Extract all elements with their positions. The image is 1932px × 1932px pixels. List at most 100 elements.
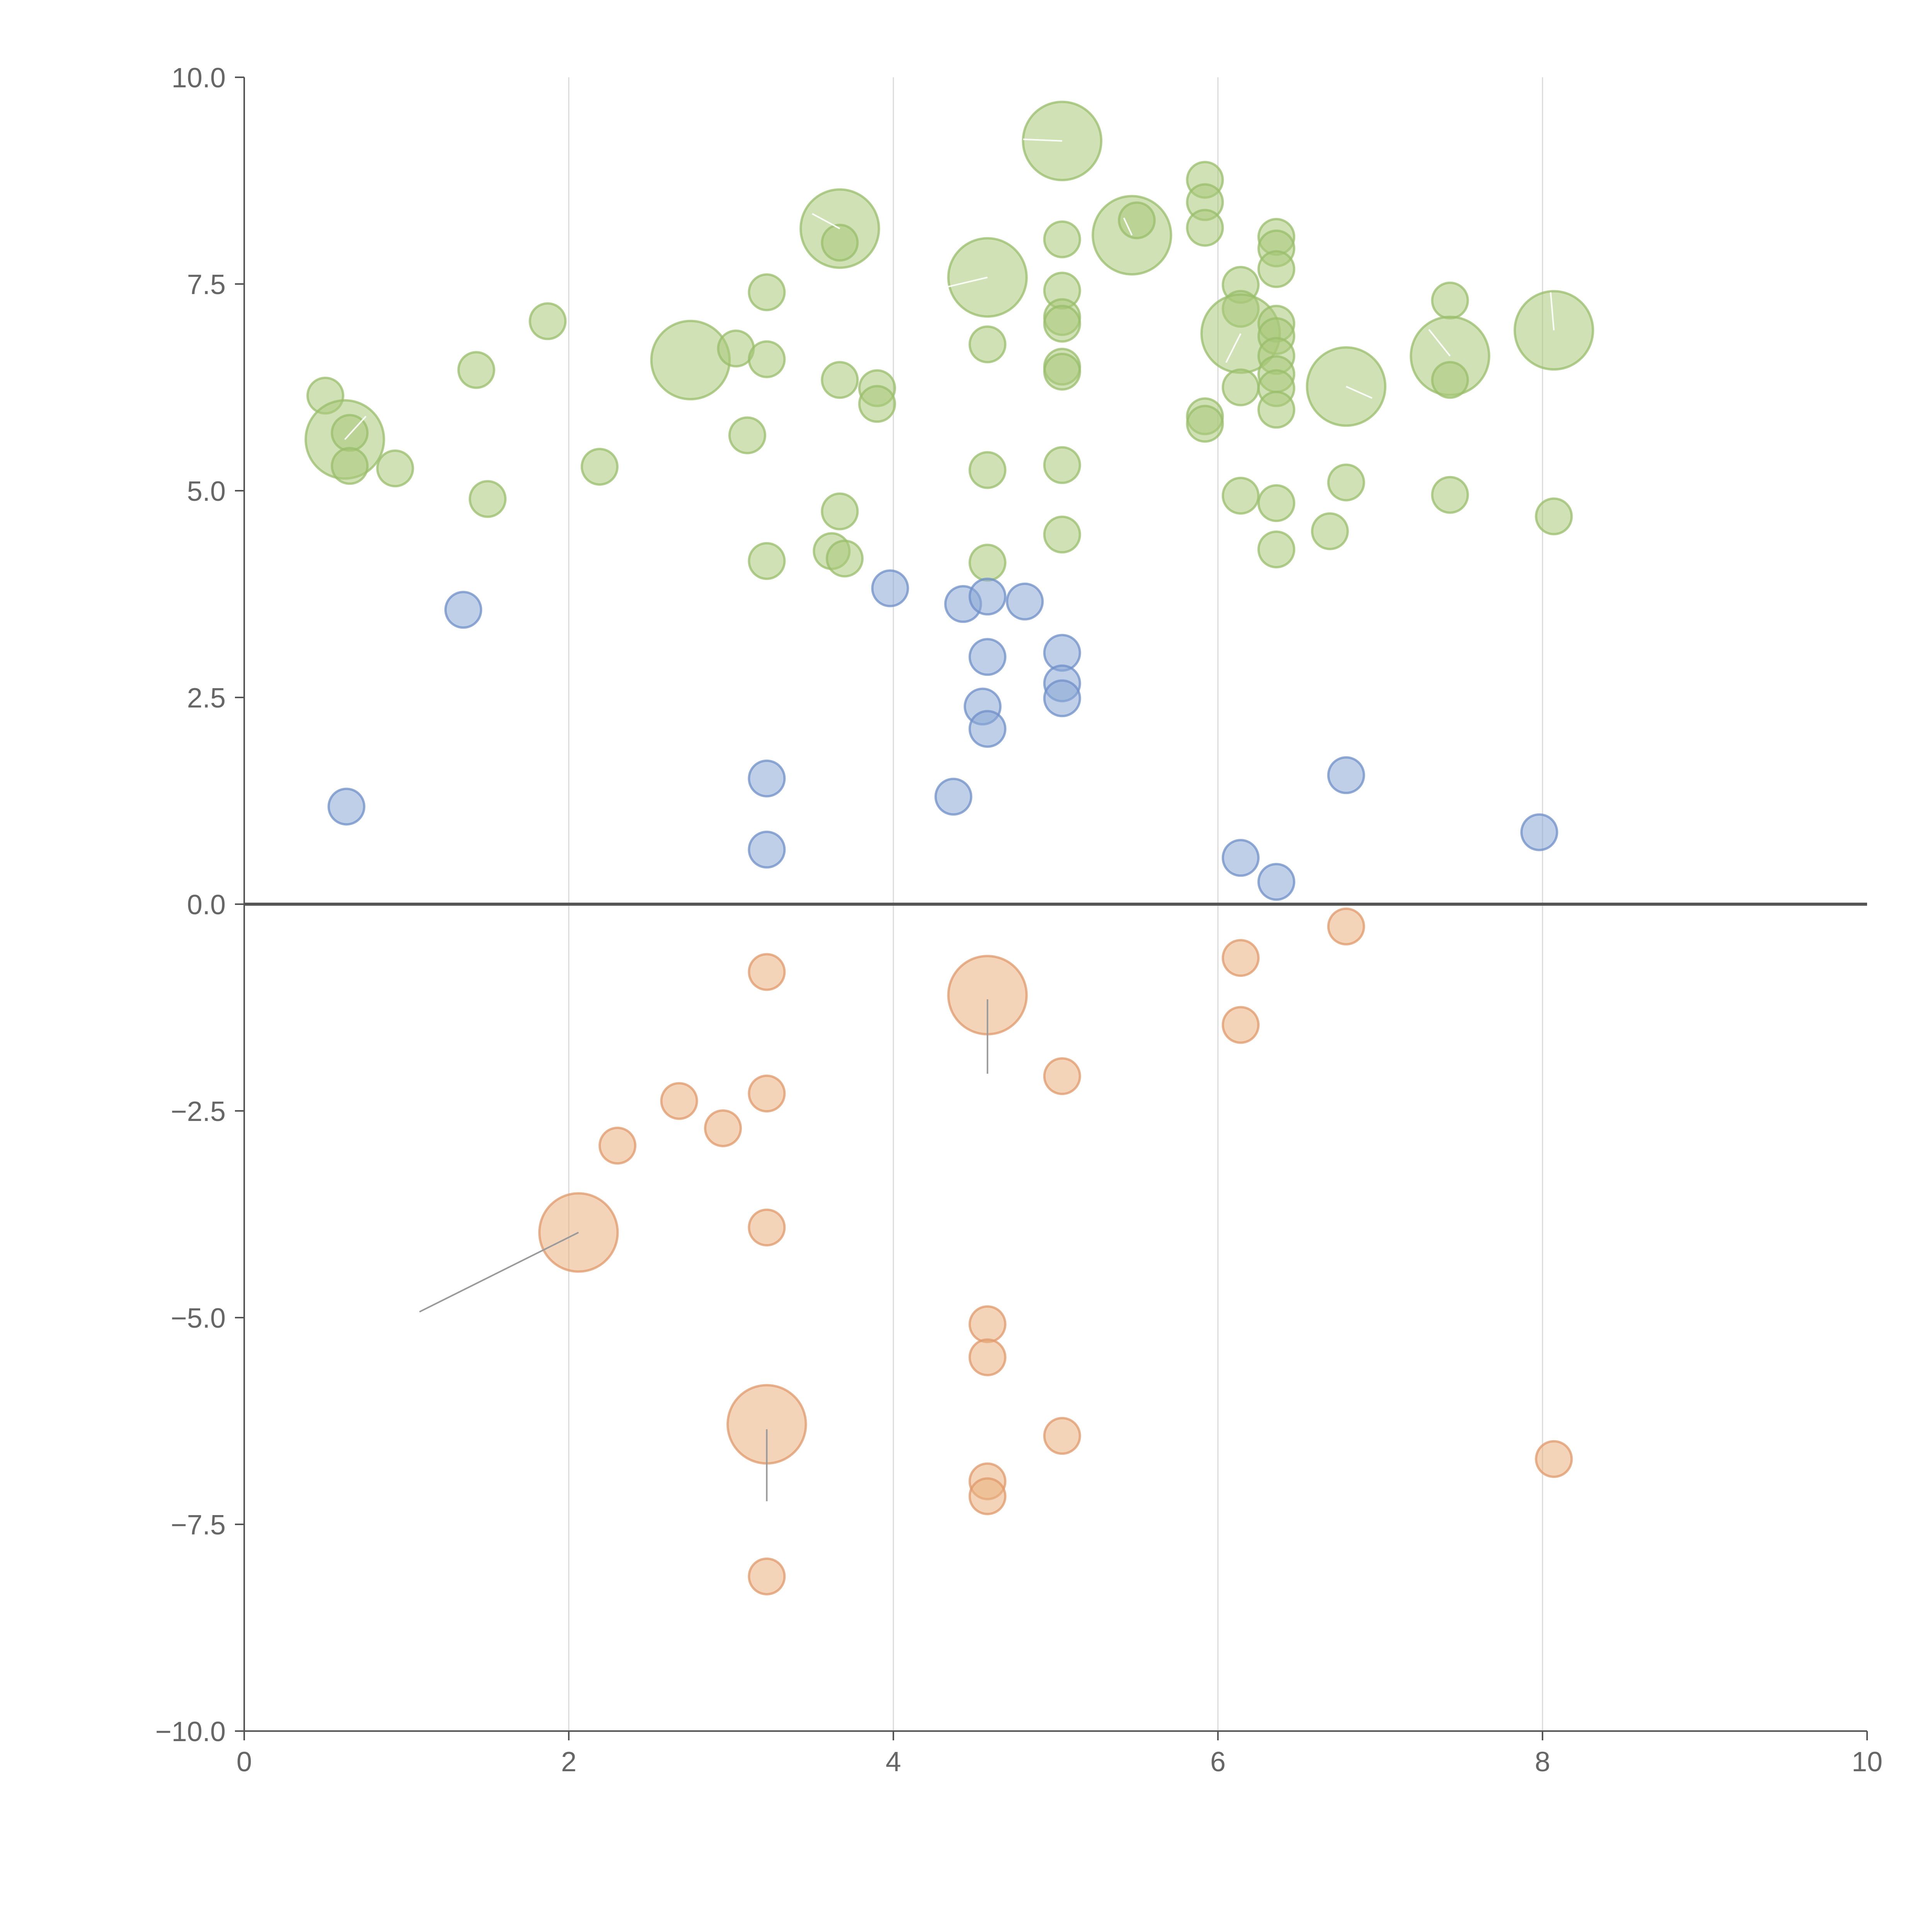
- green-data-point: [748, 273, 786, 311]
- green-data-point: [1257, 530, 1296, 568]
- green-data-point: [1431, 281, 1469, 320]
- green-data-point: [529, 302, 567, 340]
- x-tick-label: 0: [236, 1747, 252, 1777]
- green-data-point: [1431, 476, 1469, 514]
- green-data-point: [1257, 484, 1296, 522]
- orange-data-point: [748, 1557, 786, 1595]
- green-data-point: [748, 340, 786, 378]
- orange-data-point: [1043, 1057, 1081, 1095]
- green-data-point: [1043, 304, 1081, 343]
- x-tick-label: 4: [886, 1747, 901, 1777]
- green-data-point: [1257, 250, 1296, 288]
- data-points: [304, 100, 1594, 1595]
- green-data-point: [650, 320, 731, 401]
- annotation-leader-line: [942, 276, 988, 289]
- x-tick-label: 2: [561, 1747, 577, 1777]
- orange-data-point: [748, 1075, 786, 1113]
- green-data-point: [1186, 405, 1224, 443]
- green-data-point: [1257, 391, 1296, 429]
- green-data-point: [1327, 463, 1365, 502]
- green-data-point: [1431, 361, 1469, 399]
- orange-data-point: [748, 1208, 786, 1247]
- green-data-point: [968, 451, 1007, 489]
- blue-data-point: [1327, 756, 1365, 794]
- y-tick-label: −2.5: [171, 1096, 226, 1127]
- tick-labels: 0 2 4 6 8 10 10.0 7.5 5.0 2.5 0.0 −2.5 −5.0 −7.5 −10.0: [155, 63, 1883, 1777]
- orange-data-point: [968, 1338, 1007, 1376]
- blue-data-point: [1006, 582, 1044, 621]
- green-data-point: [826, 539, 864, 578]
- x-tick-label: 6: [1210, 1747, 1226, 1777]
- blue-data-point: [968, 577, 1007, 616]
- blue-data-point: [1221, 839, 1260, 877]
- series-blue: [327, 569, 1558, 901]
- green-data-point: [728, 416, 766, 454]
- y-tick-label: 0.0: [187, 889, 226, 920]
- green-data-point: [968, 325, 1007, 364]
- leader-lines: [344, 138, 1555, 1502]
- green-data-point: [1311, 512, 1349, 550]
- annotation-leader-line: [344, 416, 367, 440]
- green-data-point: [1118, 201, 1156, 240]
- green-data-point: [457, 351, 495, 389]
- y-tick-label: −5.0: [171, 1303, 226, 1334]
- annotation-leader-line: [1023, 138, 1062, 142]
- annotation-leader-line: [1550, 292, 1555, 331]
- blue-data-point: [871, 569, 909, 607]
- orange-data-point: [599, 1126, 636, 1165]
- y-tick-label: −10.0: [155, 1716, 226, 1747]
- annotation-leader-line: [1345, 386, 1372, 399]
- annotation-leader-line: [1428, 329, 1451, 357]
- blue-data-point: [1520, 813, 1558, 851]
- blue-data-point: [968, 638, 1007, 676]
- blue-data-point: [444, 591, 482, 629]
- y-tick-label: 2.5: [187, 683, 226, 714]
- blue-data-point: [1257, 863, 1296, 901]
- orange-data-point: [968, 1305, 1007, 1344]
- orange-data-point: [1221, 939, 1260, 977]
- green-data-point: [331, 447, 369, 485]
- green-data-point: [1043, 515, 1081, 554]
- green-data-point: [580, 447, 619, 486]
- orange-data-point: [1043, 1417, 1081, 1455]
- x-tick-label: 8: [1535, 1747, 1550, 1777]
- green-data-point: [821, 492, 859, 531]
- green-data-point: [1221, 368, 1260, 406]
- blue-data-point: [1043, 679, 1081, 718]
- green-data-point: [376, 449, 414, 488]
- y-tick-label: −7.5: [171, 1510, 226, 1541]
- series-green: [304, 100, 1594, 582]
- green-data-point: [1043, 220, 1081, 259]
- annotation-leader-line: [812, 213, 840, 230]
- green-data-point: [748, 542, 786, 580]
- blue-data-point: [934, 777, 973, 816]
- green-data-point: [1043, 352, 1081, 391]
- x-tick-label: 10: [1852, 1747, 1883, 1777]
- green-data-point: [1186, 209, 1224, 247]
- green-data-point: [469, 480, 507, 518]
- series-orange: [538, 907, 1573, 1595]
- annotation-leader-line: [1225, 333, 1242, 363]
- annotation-leader-line: [1123, 217, 1133, 236]
- orange-data-point: [968, 1477, 1007, 1515]
- y-tick-label: 10.0: [172, 63, 226, 94]
- blue-data-point: [748, 759, 786, 798]
- orange-data-point: [660, 1082, 698, 1120]
- annotation-leader-line: [419, 1231, 579, 1313]
- blue-data-point: [968, 710, 1007, 748]
- orange-data-point: [1221, 1006, 1260, 1044]
- orange-data-point: [748, 953, 786, 991]
- green-data-point: [1221, 476, 1260, 515]
- green-data-point: [1535, 497, 1573, 536]
- green-data-point: [1043, 446, 1081, 484]
- green-data-point: [821, 361, 859, 399]
- orange-data-point: [1327, 907, 1365, 946]
- blue-data-point: [327, 787, 366, 826]
- y-tick-label: 7.5: [187, 269, 226, 300]
- orange-data-point: [1535, 1440, 1573, 1478]
- green-data-point: [1022, 100, 1103, 181]
- green-data-point: [968, 544, 1007, 582]
- blue-data-point: [748, 830, 786, 869]
- green-data-point: [858, 385, 896, 423]
